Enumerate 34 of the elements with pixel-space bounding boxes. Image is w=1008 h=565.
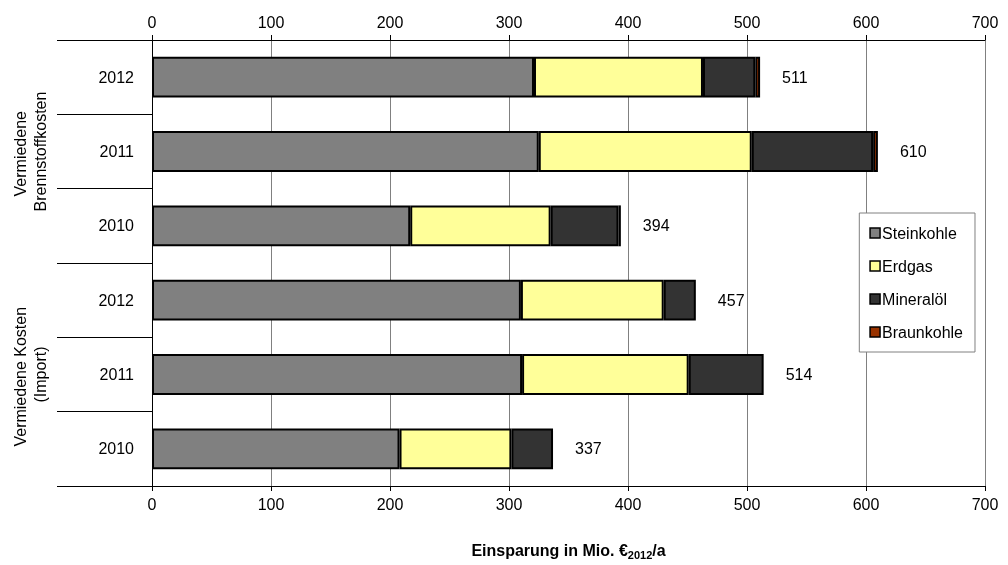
legend-label: Mineralöl [882,290,947,308]
total-label: 394 [642,217,670,235]
x-tick-label: 0 [147,495,157,513]
total-label: 337 [575,440,602,458]
legend-label: Steinkohle [882,224,957,242]
text: Vermiedene Brennstoffkosten [11,91,49,212]
x2-tick-label: 300 [495,13,523,31]
y-tick-label: 2011 [99,143,135,160]
y-tick-label: 2012 [98,291,135,309]
x2-tick-label: 100 [257,13,285,31]
x2-tick-label: 200 [376,13,404,31]
x-tick-label: 100 [257,495,285,513]
x-tick-label: 700 [971,495,999,513]
legend-label: Erdgas [882,257,933,275]
x2-tick-label: 400 [614,13,642,31]
x-tick-label: 500 [733,495,761,513]
total-label: 514 [785,366,813,383]
y-tick-label: 2010 [98,217,135,235]
x2-tick-label: 600 [852,13,880,31]
x-tick-label: 600 [852,495,880,513]
total-label: 511 [782,68,808,86]
y-tick-label: 2012 [98,68,135,86]
x-tick-label: 400 [614,495,642,513]
y-tick-label: 2011 [99,366,135,383]
x2-tick-label: 500 [733,13,761,31]
total-label: 457 [717,291,745,309]
x2-tick-label: 700 [971,13,999,31]
total-label: 610 [899,143,927,160]
x2-tick-label: 0 [147,13,157,31]
legend-label: Braunkohle [882,323,964,341]
x-tick-label: 200 [376,495,404,513]
text: Vermiedene Kosten (Import) [11,302,49,447]
y-tick-label: 2010 [98,440,135,458]
x-tick-label: 300 [495,495,523,513]
